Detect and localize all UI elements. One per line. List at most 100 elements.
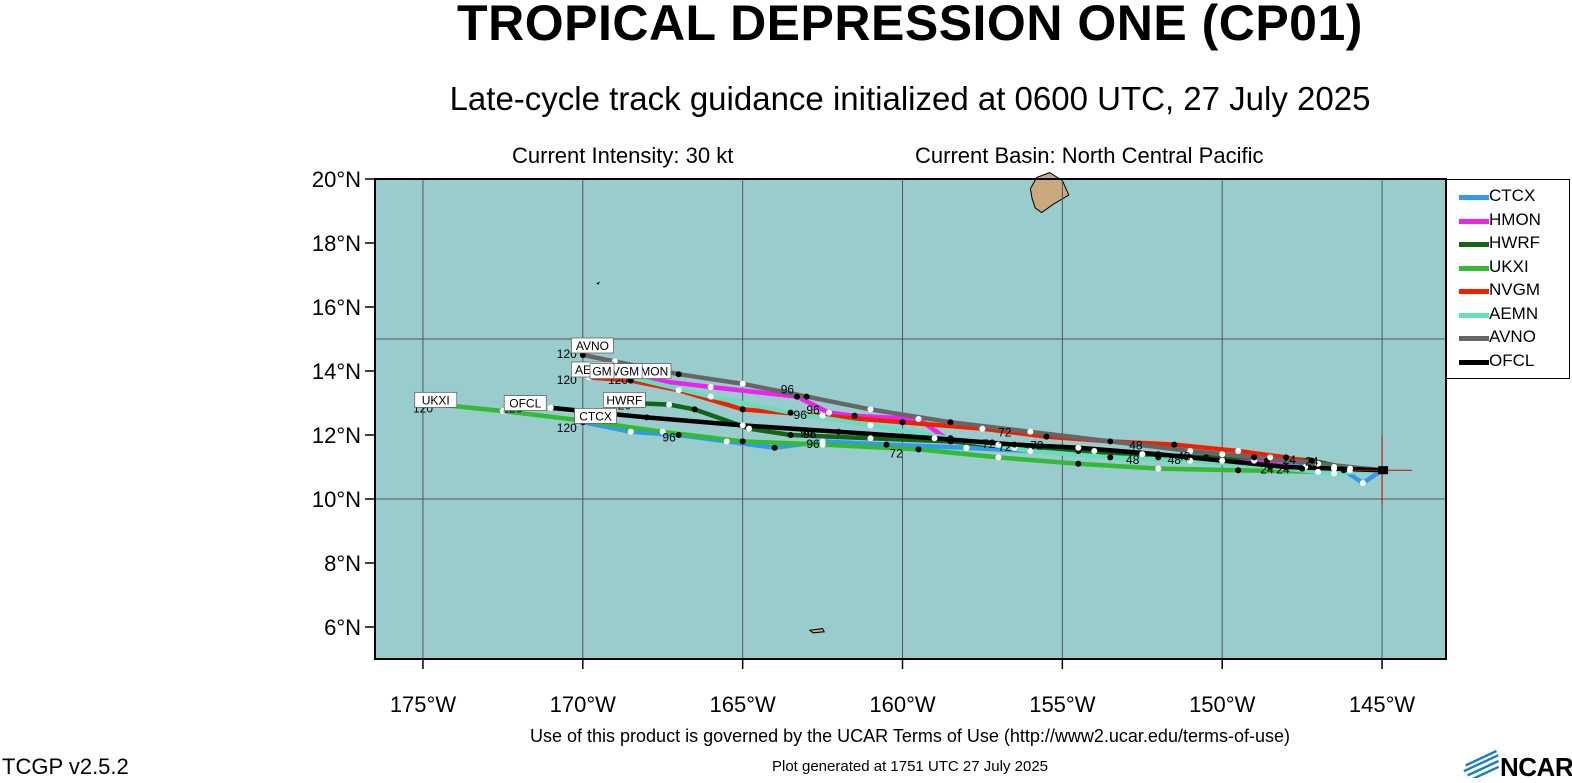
ncar-logo-icon <box>1463 749 1500 778</box>
track-point <box>1267 464 1274 470</box>
x-tick-label: 170°W <box>550 692 617 717</box>
track-point <box>723 438 730 445</box>
track-point <box>1139 451 1146 458</box>
track-point <box>691 406 698 413</box>
chart-subtitle: Late-cycle track guidance initialized at… <box>449 80 1371 117</box>
track-point <box>739 406 746 413</box>
track-point <box>1107 454 1114 461</box>
track-point <box>627 428 634 435</box>
x-tick-label: 165°W <box>710 692 777 717</box>
y-tick-label: 18°N <box>312 231 361 256</box>
land-layer <box>596 172 1070 634</box>
forecast-hour-label: 96 <box>662 430 676 444</box>
track-point <box>1091 448 1098 454</box>
track-point <box>835 428 842 435</box>
track-point <box>1235 467 1242 474</box>
track-point <box>787 409 794 416</box>
forecast-hour-label: 96 <box>794 408 808 422</box>
track-point <box>1043 433 1050 440</box>
track-point <box>1075 460 1082 467</box>
track-point <box>675 371 682 378</box>
forecast-hour-label: 48 <box>1126 453 1140 467</box>
track-point <box>826 409 832 416</box>
legend-swatch <box>1459 242 1489 247</box>
forecast-hour-label: 72 <box>998 426 1012 440</box>
track-point <box>1267 454 1274 461</box>
track-point <box>1027 448 1034 454</box>
legend-swatch <box>1459 312 1489 318</box>
model-label-text: OFCL <box>509 397 541 411</box>
terms-of-use-text: Use of this product is governed by the U… <box>530 726 1290 746</box>
model-end-label-hwrf: HWRF <box>602 391 646 408</box>
legend: CTCX HMON HWRF UKXI NVGM AEMN AVNO OFCL <box>1446 179 1570 379</box>
forecast-hour-label: 72 <box>982 437 996 451</box>
track-point <box>666 401 673 408</box>
forecast-hour-label: 24 <box>1305 454 1319 468</box>
legend-swatch <box>1459 336 1489 341</box>
forecast-hour-label: 96 <box>803 427 817 441</box>
track-point <box>794 393 800 400</box>
track-point <box>547 404 554 411</box>
track-point <box>963 444 970 451</box>
model-end-label-ukxi: UKXI <box>414 391 458 408</box>
track-point <box>1331 465 1338 472</box>
legend-label: AVNO <box>1489 327 1536 346</box>
model-label-text: UKXI <box>422 393 450 407</box>
model-end-label-ofcl: OFCL <box>503 395 547 412</box>
track-point <box>1315 460 1322 467</box>
x-tick-label: 160°W <box>869 692 936 717</box>
track-point <box>1251 454 1258 461</box>
map-frame <box>374 178 1447 660</box>
legend-label: NVGM <box>1489 280 1540 299</box>
track-point <box>995 454 1002 461</box>
track-point <box>1219 451 1226 458</box>
track-point <box>819 441 826 448</box>
track-point <box>915 416 922 422</box>
track-point <box>867 435 874 442</box>
track-point <box>579 352 586 358</box>
track-point <box>1347 465 1354 472</box>
current-position-box <box>1378 466 1389 475</box>
ncar-logo-text: NCAR <box>1500 752 1572 782</box>
track-point <box>995 441 1002 448</box>
track-point <box>643 414 650 421</box>
track-point <box>787 432 794 438</box>
track-point <box>1203 454 1210 461</box>
current-intensity: Current Intensity: 30 kt <box>512 143 734 168</box>
track-point <box>675 387 682 394</box>
forecast-hour-label: 48 <box>1129 438 1143 452</box>
track-point <box>739 380 746 387</box>
legend-label: AEMN <box>1489 303 1539 323</box>
y-tick-label: 20°N <box>312 167 361 192</box>
track-point <box>1187 457 1194 464</box>
track-point <box>739 438 746 445</box>
legend-swatch <box>1459 218 1489 224</box>
current-basin: Current Basin: North Central Pacific <box>915 143 1264 168</box>
y-tick-label: 8°N <box>324 551 361 576</box>
track-point <box>739 422 746 429</box>
track-point <box>1187 448 1194 454</box>
forecast-hour-label: 24 <box>1260 462 1274 476</box>
legend-swatch <box>1459 265 1489 271</box>
track-point <box>819 412 826 419</box>
forecast-hour-label: 72 <box>998 440 1012 454</box>
track-point <box>1235 448 1242 454</box>
track-ofcl <box>548 405 1385 473</box>
track-point <box>883 441 890 448</box>
forecast-hour-label: 72 <box>889 446 903 460</box>
track-point <box>851 412 858 419</box>
track-point <box>707 393 714 400</box>
track-point <box>947 419 954 426</box>
model-label-text: HWRF <box>606 393 642 407</box>
y-tick-label: 6°N <box>324 615 361 640</box>
track-point <box>899 419 906 426</box>
track-point <box>1075 444 1082 451</box>
forecast-hour-label: 24 <box>1283 453 1297 467</box>
model-end-label-partial: GM <box>589 363 615 380</box>
chart-title: TROPICAL DEPRESSION ONE (CP01) <box>457 0 1363 51</box>
track-point <box>947 435 954 442</box>
track-point <box>1359 480 1366 486</box>
legend-swatch <box>1459 195 1489 200</box>
track-point <box>1155 451 1162 458</box>
